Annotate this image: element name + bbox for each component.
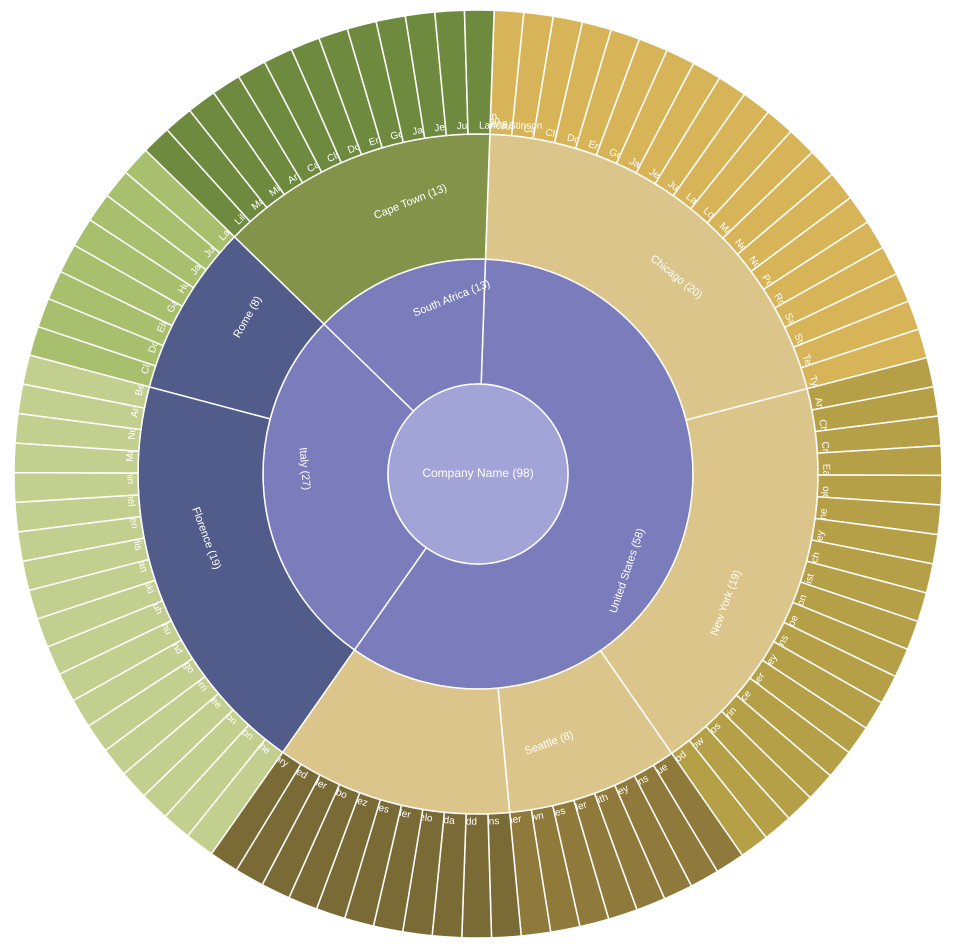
person-slice[interactable] <box>464 10 494 134</box>
sunburst-chart: United States (58)Italy (27)South Africa… <box>0 0 956 949</box>
slice-label: Lance Stinson <box>479 121 542 132</box>
person-slice[interactable] <box>462 814 492 938</box>
center-label: Company Name (98) <box>422 466 533 480</box>
